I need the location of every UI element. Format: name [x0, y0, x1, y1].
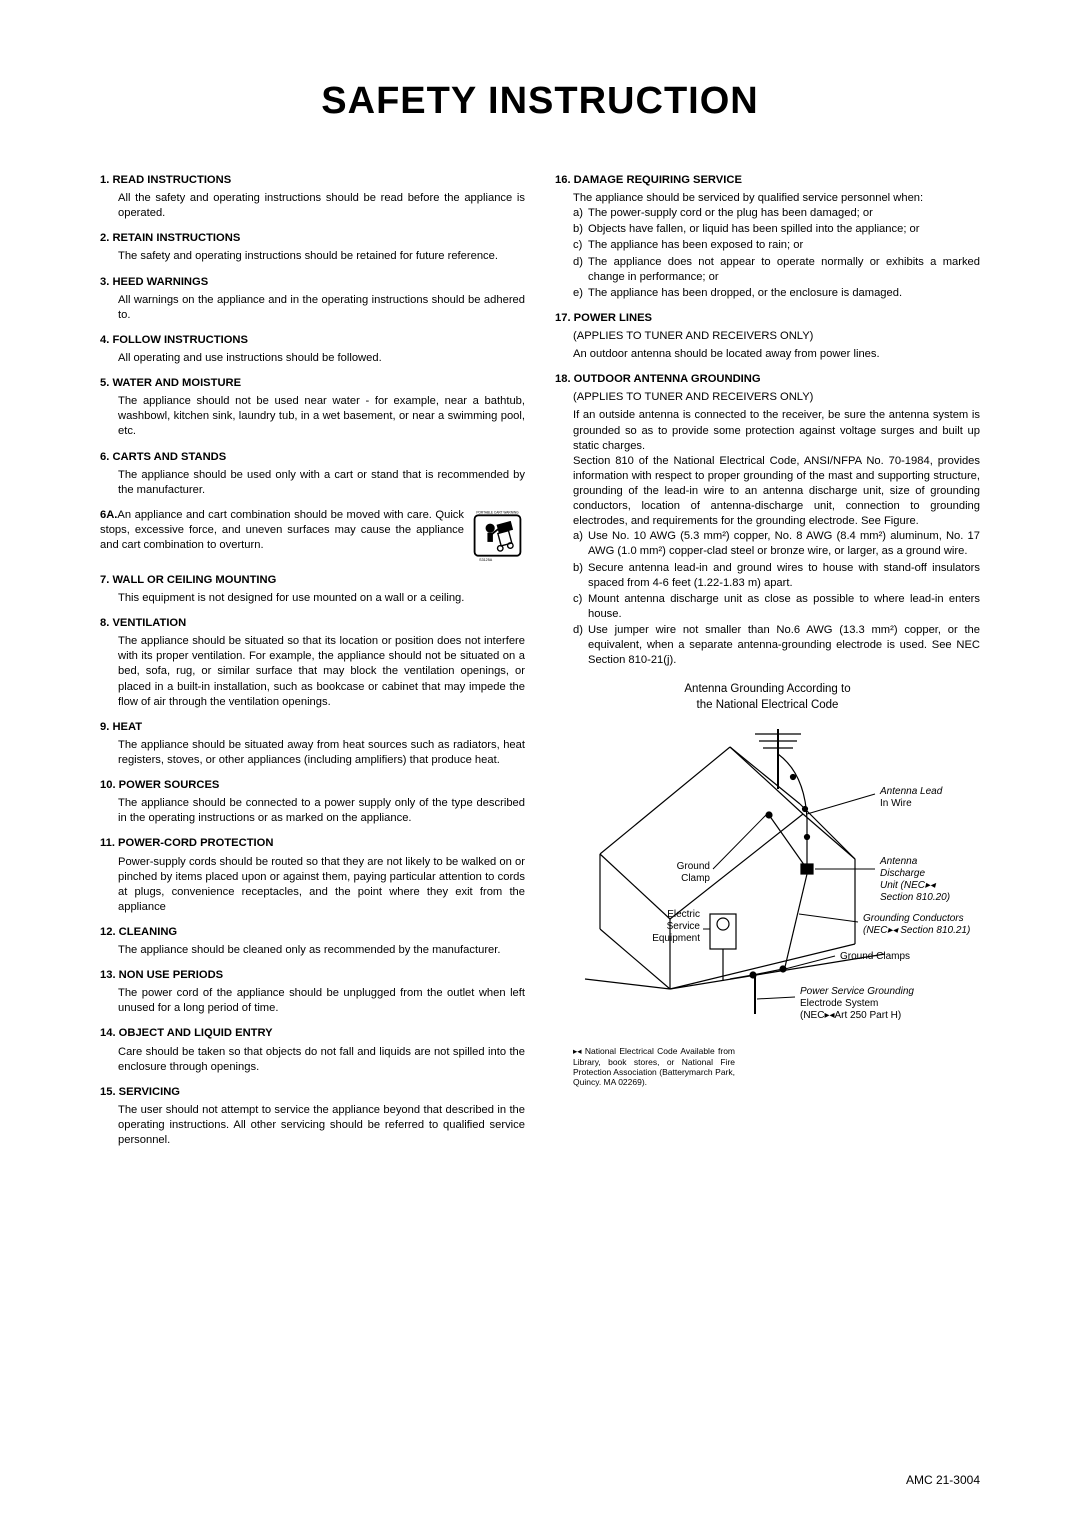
section-body: Care should be taken so that objects do … [100, 1045, 525, 1075]
section: 8. VENTILATION The appliance should be si… [100, 616, 525, 710]
sub-item: b)Objects have fallen, or liquid has bee… [573, 222, 980, 237]
svg-text:In Wire: In Wire [880, 798, 912, 809]
antenna-grounding-diagram: Antenna Lead In Wire Ground Clamp Antenn… [555, 719, 980, 1034]
footer-model: AMC 21-3004 [906, 1473, 980, 1487]
section-heading: 8. VENTILATION [100, 616, 525, 631]
svg-text:Grounding Conductors: Grounding Conductors [863, 913, 964, 924]
sub-item: b)Secure antenna lead-in and ground wire… [573, 561, 980, 591]
svg-text:PORTABLE CART WARNING: PORTABLE CART WARNING [476, 510, 519, 514]
sub-item: e)The appliance has been dropped, or the… [573, 286, 980, 301]
section: 13. NON USE PERIODS The power cord of the… [100, 968, 525, 1016]
section: 14. OBJECT AND LIQUID ENTRY Care should b… [100, 1026, 525, 1074]
section-heading: 14. OBJECT AND LIQUID ENTRY [100, 1026, 525, 1041]
svg-text:Discharge: Discharge [880, 868, 925, 879]
section: 6. CARTS AND STANDS The appliance should … [100, 450, 525, 498]
section-body: The appliance should be used only with a… [100, 468, 525, 498]
sub-item: c)The appliance has been exposed to rain… [573, 238, 980, 253]
section-body: If an outside antenna is connected to th… [555, 408, 980, 453]
section-body: All the safety and operating instruction… [100, 191, 525, 221]
section-body: The appliance should be connected to a p… [100, 796, 525, 826]
section-body: The user should not attempt to service t… [100, 1103, 525, 1148]
svg-text:Service: Service [667, 921, 701, 932]
section-heading: 10. POWER SOURCES [100, 778, 525, 793]
section: 1. READ INSTRUCTIONS All the safety and o… [100, 173, 525, 221]
section-heading: 6. CARTS AND STANDS [100, 450, 525, 465]
section-heading: 15. SERVICING [100, 1085, 525, 1100]
svg-text:(NEC▸◂ Section 810.21): (NEC▸◂ Section 810.21) [863, 925, 970, 936]
section-heading: 5. WATER AND MOISTURE [100, 376, 525, 391]
section: 16. DAMAGE REQUIRING SERVICE The applianc… [555, 173, 980, 301]
section-body: The appliance should be situated so that… [100, 634, 525, 710]
right-column: 16. DAMAGE REQUIRING SERVICE The applianc… [555, 173, 980, 1158]
section: 2. RETAIN INSTRUCTIONS The safety and ope… [100, 231, 525, 264]
content-columns: 1. READ INSTRUCTIONS All the safety and o… [100, 173, 980, 1158]
section: 3. HEED WARNINGS All warnings on the appl… [100, 275, 525, 323]
section-body: This equipment is not designed for use m… [100, 591, 525, 606]
section: 9. HEAT The appliance should be situated … [100, 720, 525, 768]
sub-item: a)The power-supply cord or the plug has … [573, 206, 980, 221]
svg-text:Antenna: Antenna [879, 856, 918, 867]
page-title: SAFETY INSTRUCTION [100, 80, 980, 123]
section-body: The appliance should be cleaned only as … [100, 943, 525, 958]
section: 11. POWER-CORD PROTECTION Power-supply co… [100, 836, 525, 915]
section-heading: 16. DAMAGE REQUIRING SERVICE [555, 173, 980, 188]
section-body: All operating and use instructions shoul… [100, 351, 525, 366]
section-body: An outdoor antenna should be located awa… [555, 347, 980, 362]
sub-item: d)Use jumper wire not smaller than No.6 … [573, 623, 980, 668]
section-body: The safety and operating instructions sh… [100, 249, 525, 264]
section-heading: 13. NON USE PERIODS [100, 968, 525, 983]
section-body: All warnings on the appliance and in the… [100, 293, 525, 323]
section: 6A.An appliance and cart combination sho… [100, 508, 525, 563]
section: 18. OUTDOOR ANTENNA GROUNDING (APPLIES TO… [555, 372, 980, 668]
section-heading: 11. POWER-CORD PROTECTION [100, 836, 525, 851]
section-heading: 18. OUTDOOR ANTENNA GROUNDING [555, 372, 980, 387]
section: 12. CLEANING The appliance should be clea… [100, 925, 525, 958]
section-body: Power-supply cords should be routed so t… [100, 855, 525, 915]
section: 4. FOLLOW INSTRUCTIONS All operating and … [100, 333, 525, 366]
svg-text:Ground Clamps: Ground Clamps [840, 951, 910, 962]
svg-text:Section 810.20): Section 810.20) [880, 892, 950, 903]
section: 10. POWER SOURCES The appliance should be… [100, 778, 525, 826]
section: 17. POWER LINES (APPLIES TO TUNER AND REC… [555, 311, 980, 362]
section-body: The appliance should be situated away fr… [100, 738, 525, 768]
svg-text:Power Service Grounding: Power Service Grounding [800, 986, 914, 997]
section-heading: 3. HEED WARNINGS [100, 275, 525, 290]
section-body: The appliance should be serviced by qual… [555, 191, 980, 206]
sub-item: c)Mount antenna discharge unit as close … [573, 592, 980, 622]
svg-text:S3125A: S3125A [479, 558, 493, 562]
section: 7. WALL OR CEILING MOUNTING This equipmen… [100, 573, 525, 606]
section-heading: 2. RETAIN INSTRUCTIONS [100, 231, 525, 246]
sub-item: d)The appliance does not appear to opera… [573, 255, 980, 285]
svg-text:Electric: Electric [667, 909, 700, 920]
section-heading: 17. POWER LINES [555, 311, 980, 326]
applies-note: (APPLIES TO TUNER AND RECEIVERS ONLY) [555, 390, 980, 405]
svg-text:Antenna Lead: Antenna Lead [879, 786, 943, 797]
section-body: The power cord of the appliance should b… [100, 986, 525, 1016]
section: 15. SERVICING The user should not attempt… [100, 1085, 525, 1148]
svg-text:Clamp: Clamp [681, 873, 710, 884]
section-body: The appliance should not be used near wa… [100, 394, 525, 439]
svg-text:Ground: Ground [677, 861, 710, 872]
svg-text:Unit (NEC▸◂: Unit (NEC▸◂ [880, 880, 937, 891]
section-heading: 4. FOLLOW INSTRUCTIONS [100, 333, 525, 348]
svg-text:Equipment: Equipment [652, 933, 700, 944]
svg-text:Electrode System: Electrode System [800, 998, 878, 1009]
sub-item: a)Use No. 10 AWG (5.3 mm²) copper, No. 8… [573, 529, 980, 559]
section-heading: 7. WALL OR CEILING MOUNTING [100, 573, 525, 588]
section-heading: 12. CLEANING [100, 925, 525, 940]
section-heading: 9. HEAT [100, 720, 525, 735]
footnote: ▸◂ National Electrical Code Available fr… [555, 1046, 735, 1087]
applies-note: (APPLIES TO TUNER AND RECEIVERS ONLY) [555, 329, 980, 344]
section-heading: 1. READ INSTRUCTIONS [100, 173, 525, 188]
section-body: Section 810 of the National Electrical C… [555, 454, 980, 530]
cart-warning-icon: PORTABLE CART WARNING S3125A [470, 508, 525, 563]
section: 5. WATER AND MOISTURE The appliance shoul… [100, 376, 525, 439]
diagram-title: Antenna Grounding According tothe Nation… [555, 682, 980, 713]
section-body: 6A.An appliance and cart combination sho… [100, 508, 464, 553]
svg-text:(NEC▸◂Art 250 Part H): (NEC▸◂Art 250 Part H) [800, 1010, 901, 1021]
left-column: 1. READ INSTRUCTIONS All the safety and o… [100, 173, 525, 1158]
